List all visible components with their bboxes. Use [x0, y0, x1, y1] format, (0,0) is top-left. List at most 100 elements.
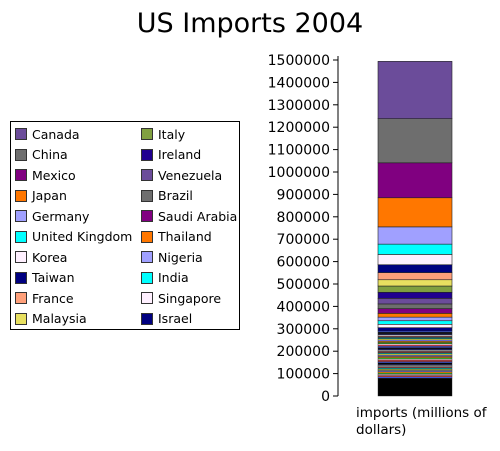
legend-swatch: [15, 189, 27, 202]
legend-swatch: [15, 230, 27, 243]
bar-segment-israel: [377, 327, 453, 332]
bar-segment-singapore: [377, 324, 453, 328]
bar-segment-japan: [377, 197, 453, 228]
legend-item: Japan: [15, 186, 67, 206]
y-tick-label: 700000: [277, 232, 330, 248]
legend-label: Singapore: [158, 290, 222, 306]
x-axis-label: imports (millions of dollars): [356, 405, 487, 438]
legend-item: Ireland: [141, 145, 201, 165]
legend-swatch: [141, 312, 153, 325]
y-tick-label: 1500000: [268, 53, 330, 69]
bar-segment-venezuela: [377, 298, 453, 305]
legend-swatch: [141, 230, 153, 243]
y-tick-label: 600000: [277, 255, 330, 271]
legend-item: Malaysia: [15, 309, 87, 329]
y-tick-label: 1200000: [268, 120, 330, 136]
bar-segment-germany: [377, 226, 453, 245]
y-axis: 0 100000 200000 300000 400000 500000 600000 700…: [268, 53, 339, 405]
legend-item: Canada: [15, 124, 80, 144]
legend-item: Taiwan: [15, 268, 75, 288]
legend-item: Korea: [15, 247, 67, 267]
legend-label: Mexico: [32, 167, 76, 183]
y-tick-label: 800000: [277, 210, 330, 226]
legend: Canada China Mexico Japan Germany United King…: [10, 121, 240, 330]
legend-swatch: [15, 271, 27, 284]
legend-label: Nigeria: [158, 249, 203, 265]
y-tick-label: 1000000: [268, 165, 330, 181]
legend-swatch: [15, 169, 27, 181]
legend-swatch: [141, 128, 153, 140]
legend-swatch: [141, 169, 153, 181]
legend-swatch: [141, 271, 153, 284]
legend-item: Saudi Arabia: [141, 206, 237, 226]
bar-segment-thailand: [377, 313, 453, 318]
legend-label: Venezuela: [158, 167, 223, 183]
legend-item: Italy: [141, 124, 185, 144]
y-tick-label: 200000: [277, 344, 330, 360]
legend-swatch: [15, 128, 27, 140]
y-tick-label: 1100000: [268, 143, 330, 159]
legend-item: China: [15, 145, 68, 165]
legend-label: Saudi Arabia: [158, 208, 238, 224]
legend-item: United Kingdom: [15, 227, 132, 247]
legend-swatch: [15, 148, 27, 161]
legend-label: Canada: [32, 126, 80, 142]
bar-segment-china: [377, 118, 453, 164]
legend-swatch: [15, 312, 27, 325]
legend-item: Brazil: [141, 186, 193, 206]
bar-segment-france: [377, 272, 453, 281]
y-tick-label: 1400000: [268, 75, 330, 91]
bar-segment-india: [377, 320, 453, 325]
bar-segment-other: [377, 377, 453, 397]
bar-segments: [377, 61, 453, 397]
legend-item: Venezuela: [141, 165, 222, 185]
bar-segment-nigeria: [377, 316, 453, 322]
y-tick-label: 500000: [277, 277, 330, 293]
bar-segment-brazil: [377, 303, 453, 309]
legend-swatch: [15, 210, 27, 222]
legend-item: Singapore: [141, 288, 221, 308]
chart-title: US Imports 2004: [136, 8, 364, 39]
bar-segment-korea: [377, 254, 453, 266]
y-tick-label: 100000: [277, 367, 330, 383]
legend-swatch: [15, 251, 27, 263]
bar-segment-italy: [377, 285, 453, 293]
legend-label: India: [158, 270, 189, 285]
legend-item: Nigeria: [141, 247, 203, 267]
bar-segment-mexico: [377, 162, 453, 199]
legend-label: Italy: [158, 126, 186, 142]
legend-label: Germany: [32, 208, 90, 224]
legend-swatch: [141, 189, 153, 202]
legend-label: Korea: [32, 249, 68, 265]
legend-label: Taiwan: [32, 270, 75, 285]
legend-item: France: [15, 288, 74, 308]
bar-segment-malaysia: [377, 279, 453, 287]
legend-swatch: [141, 251, 153, 263]
y-tick-label: 1300000: [268, 98, 330, 114]
legend-label: Brazil: [158, 188, 193, 203]
legend-label: China: [32, 147, 68, 162]
legend-label: Thailand: [158, 229, 212, 244]
legend-swatch: [141, 292, 153, 304]
legend-swatch: [141, 210, 153, 222]
legend-item: Thailand: [141, 227, 212, 247]
legend-label: Malaysia: [32, 311, 87, 326]
y-tick-label: 400000: [277, 299, 330, 315]
legend-label: United Kingdom: [32, 229, 133, 244]
bar-segment-ireland: [377, 291, 453, 299]
legend-swatch: [141, 148, 153, 161]
legend-label: Japan: [32, 188, 67, 203]
bar-segment-saudi-arabia: [377, 308, 453, 314]
bar-segment-canada: [377, 61, 453, 119]
legend-label: Ireland: [158, 147, 202, 162]
bar-segment-united-kingdom: [377, 243, 453, 255]
legend-label: Israel: [158, 311, 193, 326]
y-tick-label: 0: [321, 389, 330, 405]
legend-item: Israel: [141, 309, 192, 329]
y-tick-label: 300000: [277, 322, 330, 338]
legend-swatch: [15, 292, 27, 304]
y-tick-label: 900000: [277, 187, 330, 203]
legend-item: Mexico: [15, 165, 76, 185]
bar-segment-taiwan: [377, 264, 453, 273]
